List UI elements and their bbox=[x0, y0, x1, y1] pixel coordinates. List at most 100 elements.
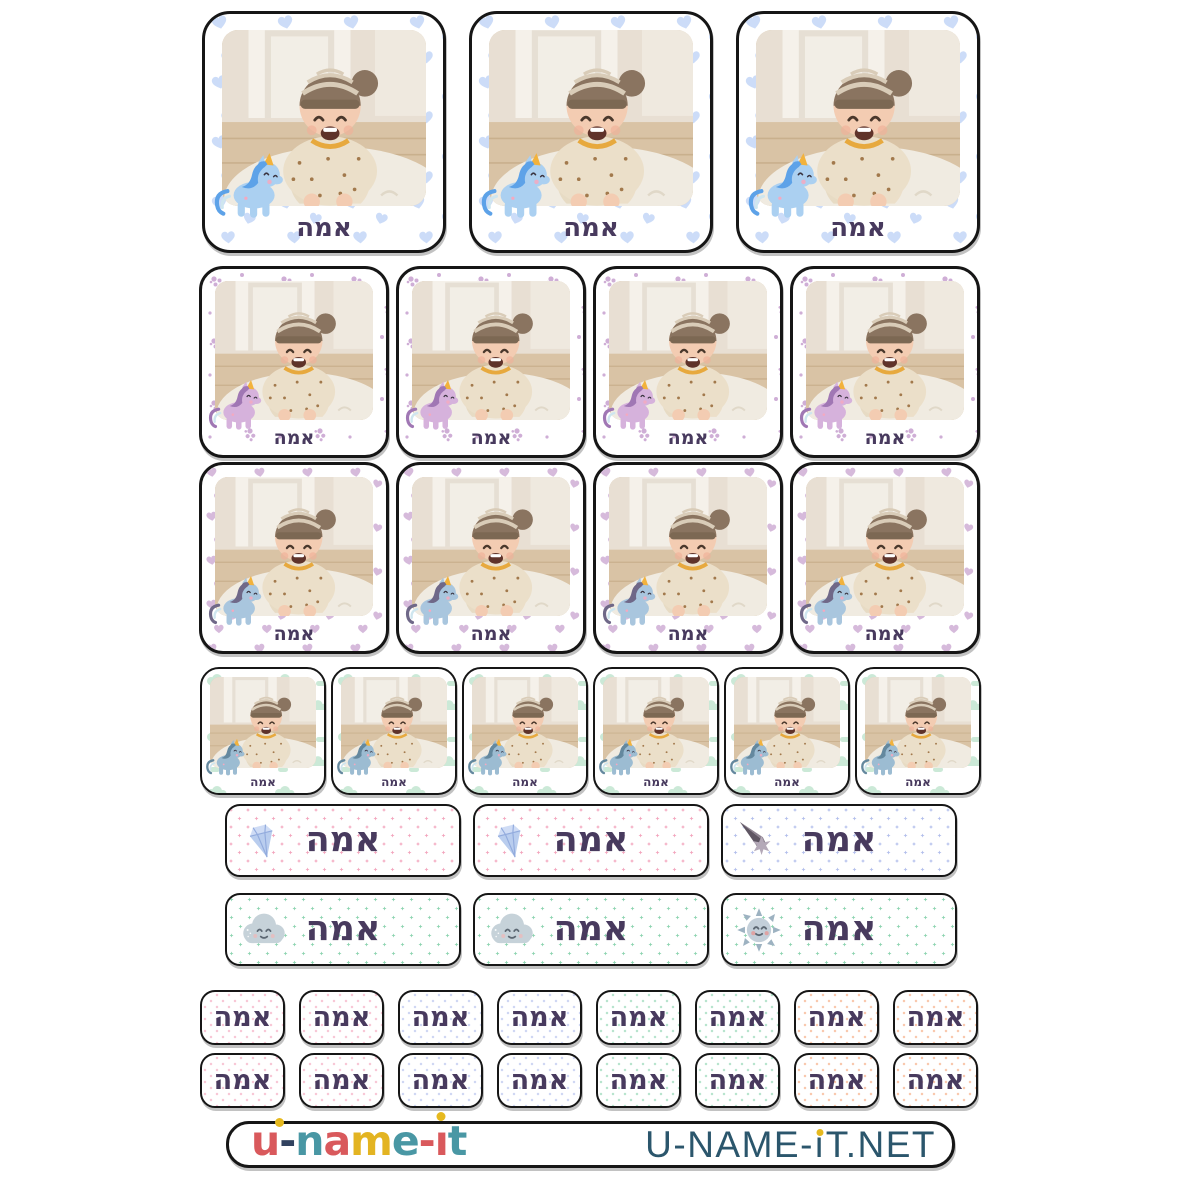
unicorn-icon bbox=[204, 738, 248, 778]
name-text: אמה bbox=[213, 1065, 272, 1096]
pattern-background bbox=[400, 1055, 481, 1106]
mini-name-label: אמה bbox=[596, 1053, 681, 1108]
name-text: אמה bbox=[609, 1002, 668, 1033]
photo-sticker-sm: אמה bbox=[855, 667, 981, 795]
cloud-icon bbox=[240, 912, 288, 948]
photo-sticker-md: אמה bbox=[396, 462, 586, 654]
pattern-background bbox=[697, 992, 778, 1043]
photo-sticker-md: אמה bbox=[593, 266, 783, 458]
photo-sticker-md: אמה bbox=[593, 462, 783, 654]
mini-name-label: אמה bbox=[299, 1053, 384, 1108]
cloud-icon bbox=[488, 912, 536, 948]
name-label: אמה bbox=[473, 893, 709, 966]
pattern-background bbox=[895, 992, 976, 1043]
name-text: אמה bbox=[381, 775, 407, 789]
pattern-background bbox=[301, 992, 382, 1043]
unicorn-icon bbox=[797, 379, 857, 433]
pattern-background bbox=[598, 992, 679, 1043]
unicorn-icon bbox=[859, 738, 903, 778]
name-text: אמה bbox=[305, 820, 381, 860]
name-text: אמה bbox=[864, 623, 906, 645]
logo-letter-dot bbox=[436, 1112, 446, 1121]
photo-sticker-sm: אמה bbox=[462, 667, 588, 795]
name-text: אמה bbox=[864, 427, 906, 449]
name-text: אמה bbox=[296, 213, 352, 243]
name-text: אמה bbox=[906, 1065, 965, 1096]
name-text: אמה bbox=[553, 820, 629, 860]
name-text: אמה bbox=[906, 1002, 965, 1033]
name-text: אמה bbox=[801, 820, 877, 860]
unicorn-icon bbox=[206, 379, 266, 433]
photo-sticker-sm: אמה bbox=[200, 667, 326, 795]
logo-letter: ı bbox=[435, 1112, 449, 1162]
name-text: אמה bbox=[411, 1065, 470, 1096]
website-url-pre: U-NAME- bbox=[645, 1124, 814, 1165]
unicorn-icon bbox=[600, 575, 660, 629]
unicorn-icon bbox=[403, 575, 463, 629]
mini-name-label: אמה bbox=[695, 990, 780, 1045]
name-text: אמה bbox=[273, 623, 315, 645]
name-text: אמה bbox=[250, 775, 276, 789]
name-text: אמה bbox=[774, 775, 800, 789]
pattern-background bbox=[598, 1055, 679, 1106]
name-text: אמה bbox=[213, 1002, 272, 1033]
website-url: U-NAME-ı T.NET bbox=[645, 1126, 936, 1163]
unicorn-icon bbox=[211, 152, 289, 222]
name-text: אמה bbox=[609, 1065, 668, 1096]
name-text: אמה bbox=[801, 909, 877, 949]
logo-letter: - bbox=[279, 1117, 296, 1165]
label-row-mint: אמה אמה אמה bbox=[225, 893, 957, 966]
unicorn-icon bbox=[206, 575, 266, 629]
logo-letter: m bbox=[350, 1117, 393, 1165]
pattern-background bbox=[499, 1055, 580, 1106]
mini-name-label: אמה bbox=[200, 1053, 285, 1108]
photo-sticker-md: אמה bbox=[199, 266, 389, 458]
label-row-pink: אמה אמה אמה bbox=[225, 804, 957, 877]
pattern-background bbox=[796, 992, 877, 1043]
photo-sticker-md: אמה bbox=[199, 462, 389, 654]
name-text: אמה bbox=[553, 909, 629, 949]
pattern-background bbox=[202, 992, 283, 1043]
pattern-background bbox=[796, 1055, 877, 1106]
website-url-i: ı bbox=[813, 1124, 826, 1165]
photo-row-medium-dots: אמה אמה אמה אמה bbox=[199, 266, 980, 458]
photo-row-medium-hearts: אמה אמה אמה אמה bbox=[199, 462, 980, 654]
unicorn-icon bbox=[335, 738, 379, 778]
name-label: אמה bbox=[721, 893, 957, 966]
comet-icon bbox=[736, 818, 782, 864]
photo-sticker-sm: אמה bbox=[724, 667, 850, 795]
mini-name-label: אמה bbox=[695, 1053, 780, 1108]
name-text: אמה bbox=[312, 1065, 371, 1096]
pattern-background bbox=[202, 1055, 283, 1106]
mini-name-label: אמה bbox=[596, 990, 681, 1045]
name-text: אמה bbox=[510, 1065, 569, 1096]
photo-sticker-lg: אמה bbox=[202, 11, 446, 253]
mini-label-row-2: אמה אמה אמה אמה אמה אמה אמה אמה bbox=[200, 1053, 978, 1108]
photo-sticker-md: אמה bbox=[396, 266, 586, 458]
photo-row-large: אמה אמה אמה bbox=[202, 11, 980, 253]
name-text: אמה bbox=[510, 1002, 569, 1033]
mini-name-label: אמה bbox=[497, 990, 582, 1045]
unicorn-icon bbox=[597, 738, 641, 778]
mini-name-label: אמה bbox=[497, 1053, 582, 1108]
name-text: אמה bbox=[708, 1002, 767, 1033]
photo-sticker-sm: אמה bbox=[593, 667, 719, 795]
photo-sticker-lg: אמה bbox=[469, 11, 713, 253]
website-i-dot bbox=[816, 1129, 824, 1136]
logo-letter: n bbox=[295, 1117, 324, 1165]
photo-sticker-sm: אמה bbox=[331, 667, 457, 795]
name-text: אמה bbox=[807, 1002, 866, 1033]
name-text: אמה bbox=[830, 213, 886, 243]
unicorn-icon bbox=[466, 738, 510, 778]
name-text: אמה bbox=[305, 909, 381, 949]
logo-letter: e bbox=[391, 1117, 420, 1165]
unicorn-icon bbox=[478, 152, 556, 222]
diamond-icon bbox=[240, 818, 286, 864]
mini-name-label: אמה bbox=[200, 990, 285, 1045]
logo-letter: a bbox=[323, 1117, 351, 1165]
unicorn-icon bbox=[403, 379, 463, 433]
name-text: אמה bbox=[643, 775, 669, 789]
pattern-background bbox=[895, 1055, 976, 1106]
